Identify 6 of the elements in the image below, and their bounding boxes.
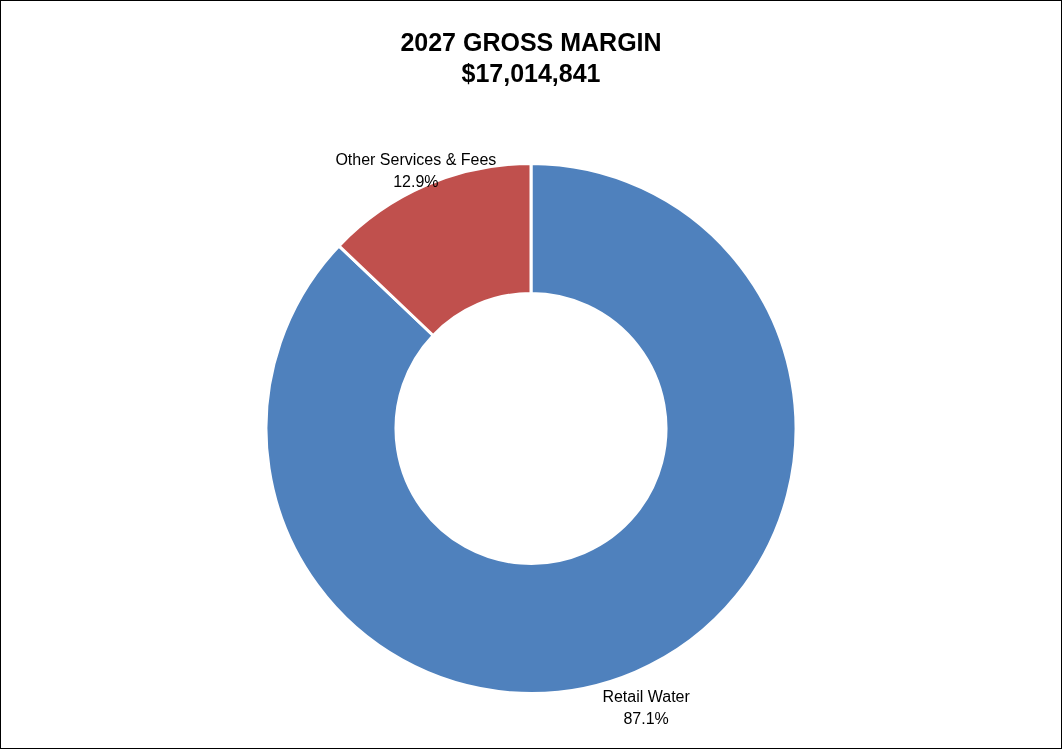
chart-title: 2027 GROSS MARGIN [400,28,662,56]
slice-label: Retail Water [602,687,691,705]
chart-subtitle: $17,014,841 [461,59,601,87]
data-label: 87.1% [623,709,669,727]
slice-label: Other Services & Fees [335,151,497,169]
data-label: 12.9% [393,173,439,191]
